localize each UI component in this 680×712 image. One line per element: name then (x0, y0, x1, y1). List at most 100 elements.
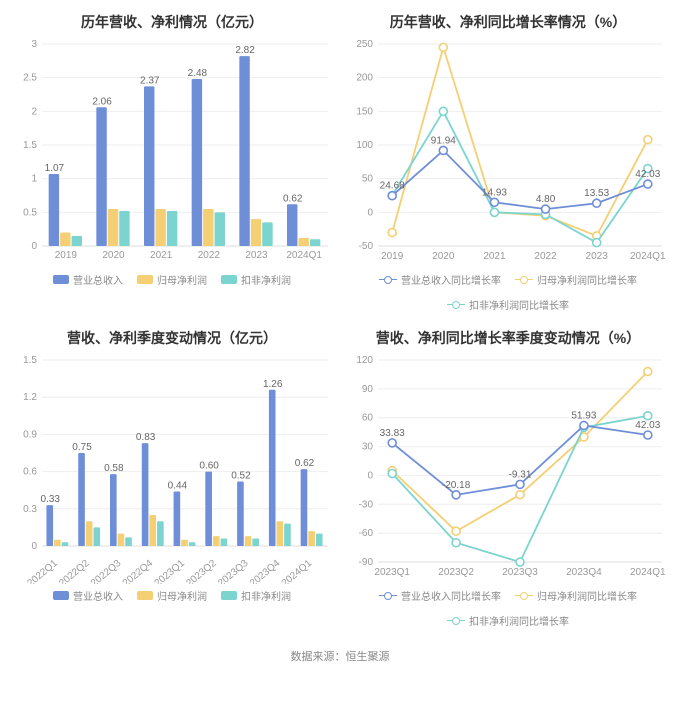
line-chart: -90-60-3003060901202023Q12023Q22023Q3202… (344, 354, 672, 584)
svg-text:-20.18: -20.18 (442, 480, 471, 491)
svg-text:2020: 2020 (102, 250, 125, 261)
legend-swatch (379, 591, 397, 601)
legend-label: 扣非净利润同比增长率 (469, 613, 569, 628)
legend-label: 营业总收入同比增长率 (401, 272, 501, 287)
svg-text:2021: 2021 (150, 250, 173, 261)
panel-title: 历年营收、净利同比增长率情况（%） (344, 12, 672, 32)
svg-text:2024Q1: 2024Q1 (280, 558, 315, 584)
svg-text:0: 0 (31, 541, 37, 552)
svg-text:2024Q1: 2024Q1 (630, 251, 666, 262)
legend-swatch (221, 591, 237, 600)
legend-swatch (221, 275, 237, 284)
legend-item: 归母净利润 (137, 588, 207, 603)
svg-text:2022: 2022 (534, 251, 557, 262)
legend-swatch (447, 616, 465, 626)
svg-text:2023Q3: 2023Q3 (502, 567, 538, 578)
svg-text:0.60: 0.60 (199, 461, 219, 472)
svg-text:-50: -50 (359, 241, 374, 252)
panel-annual-revenue: 历年营收、净利情况（亿元） 00.511.522.531.0720192.062… (8, 8, 336, 320)
legend-item: 扣非净利润同比增长率 (447, 297, 569, 312)
svg-text:2.48: 2.48 (188, 68, 208, 79)
svg-text:2022Q1: 2022Q1 (25, 558, 60, 584)
legend: 营业总收入归母净利润 扣非净利润 (8, 268, 336, 295)
svg-text:2023Q3: 2023Q3 (216, 558, 251, 584)
svg-text:2: 2 (31, 106, 37, 117)
legend-item: 营业总收入同比增长率 (379, 588, 501, 603)
svg-text:30: 30 (362, 442, 374, 453)
svg-text:2023Q1: 2023Q1 (153, 558, 188, 584)
svg-text:90: 90 (362, 384, 374, 395)
svg-text:150: 150 (356, 106, 373, 117)
svg-text:2022: 2022 (198, 250, 221, 261)
svg-text:2023Q2: 2023Q2 (438, 567, 474, 578)
legend-item: 归母净利润 (137, 272, 207, 287)
svg-text:-9.31: -9.31 (509, 469, 532, 480)
legend-item: 归母净利润同比增长率 (515, 588, 637, 603)
svg-text:-90: -90 (359, 557, 374, 568)
svg-text:2022Q2: 2022Q2 (57, 558, 92, 584)
svg-text:42.03: 42.03 (635, 420, 660, 431)
legend-swatch (53, 591, 69, 600)
panel-annual-growth: 历年营收、净利同比增长率情况（%） -500501001502002502019… (344, 8, 672, 320)
svg-text:2020: 2020 (432, 251, 455, 262)
svg-text:0.3: 0.3 (23, 504, 37, 515)
legend-swatch (137, 591, 153, 600)
legend-item: 营业总收入同比增长率 (379, 272, 501, 287)
svg-text:2023Q1: 2023Q1 (374, 567, 410, 578)
svg-text:33.83: 33.83 (380, 428, 405, 439)
svg-text:42.03: 42.03 (635, 169, 660, 180)
data-source-text: 数据来源：恒生聚源 (0, 644, 680, 674)
svg-text:14.93: 14.93 (482, 187, 507, 198)
legend: 营业总收入归母净利润扣非净利润 (8, 584, 336, 611)
svg-text:1.26: 1.26 (263, 379, 283, 390)
legend: 营业总收入同比增长率 归母净利润同比增长率扣非净利润同比增长率 (344, 584, 672, 636)
svg-text:0: 0 (367, 207, 373, 218)
chart-grid: 历年营收、净利情况（亿元） 00.511.522.531.0720192.062… (0, 0, 680, 644)
svg-text:2.82: 2.82 (235, 45, 255, 56)
legend-swatch (53, 275, 69, 284)
legend-swatch (447, 300, 465, 310)
svg-text:0.5: 0.5 (23, 207, 37, 218)
legend-swatch (515, 591, 533, 601)
svg-text:0.6: 0.6 (23, 467, 37, 478)
legend-item: 营业总收入 (53, 272, 123, 287)
svg-text:1.5: 1.5 (23, 140, 37, 151)
svg-text:120: 120 (356, 355, 373, 366)
legend-label: 归母净利润同比增长率 (537, 272, 637, 287)
svg-text:2023Q4: 2023Q4 (566, 567, 602, 578)
svg-text:2.5: 2.5 (23, 73, 37, 84)
svg-text:24.68: 24.68 (380, 181, 405, 192)
svg-text:2.06: 2.06 (92, 96, 112, 107)
svg-text:0.52: 0.52 (231, 471, 251, 482)
legend-label: 扣非净利润 (241, 272, 291, 287)
svg-text:1.07: 1.07 (45, 163, 65, 174)
svg-text:1.5: 1.5 (23, 355, 37, 366)
svg-text:0.9: 0.9 (23, 429, 37, 440)
svg-text:0.75: 0.75 (72, 442, 92, 453)
bar-chart: 00.511.522.531.0720192.0620202.3720212.4… (8, 38, 336, 268)
svg-text:2024Q1: 2024Q1 (286, 250, 322, 261)
svg-text:0.58: 0.58 (104, 463, 124, 474)
svg-text:4.80: 4.80 (536, 194, 556, 205)
legend: 营业总收入同比增长率 归母净利润同比增长率扣非净利润同比增长率 (344, 268, 672, 320)
svg-text:2019: 2019 (381, 251, 404, 262)
svg-text:50: 50 (362, 174, 374, 185)
svg-text:3: 3 (31, 39, 37, 50)
panel-quarterly-revenue: 营收、净利季度变动情况（亿元） 00.30.60.91.21.50.332022… (8, 324, 336, 636)
svg-text:250: 250 (356, 39, 373, 50)
svg-text:91.94: 91.94 (431, 135, 456, 146)
svg-text:0.62: 0.62 (283, 193, 303, 204)
legend-label: 营业总收入同比增长率 (401, 588, 501, 603)
legend-label: 扣非净利润 (241, 588, 291, 603)
svg-text:0: 0 (31, 241, 37, 252)
panel-quarterly-growth: 营收、净利同比增长率季度变动情况（%） -90-60-3003060901202… (344, 324, 672, 636)
bar-chart: 00.30.60.91.21.50.332022Q10.752022Q20.58… (8, 354, 336, 584)
legend-swatch (379, 275, 397, 285)
legend-item: 归母净利润同比增长率 (515, 272, 637, 287)
legend-swatch (515, 275, 533, 285)
legend-label: 归母净利润同比增长率 (537, 588, 637, 603)
svg-text:1.2: 1.2 (23, 392, 37, 403)
svg-text:2023: 2023 (586, 251, 609, 262)
svg-text:2023Q2: 2023Q2 (184, 558, 219, 584)
svg-text:2022Q3: 2022Q3 (89, 558, 124, 584)
